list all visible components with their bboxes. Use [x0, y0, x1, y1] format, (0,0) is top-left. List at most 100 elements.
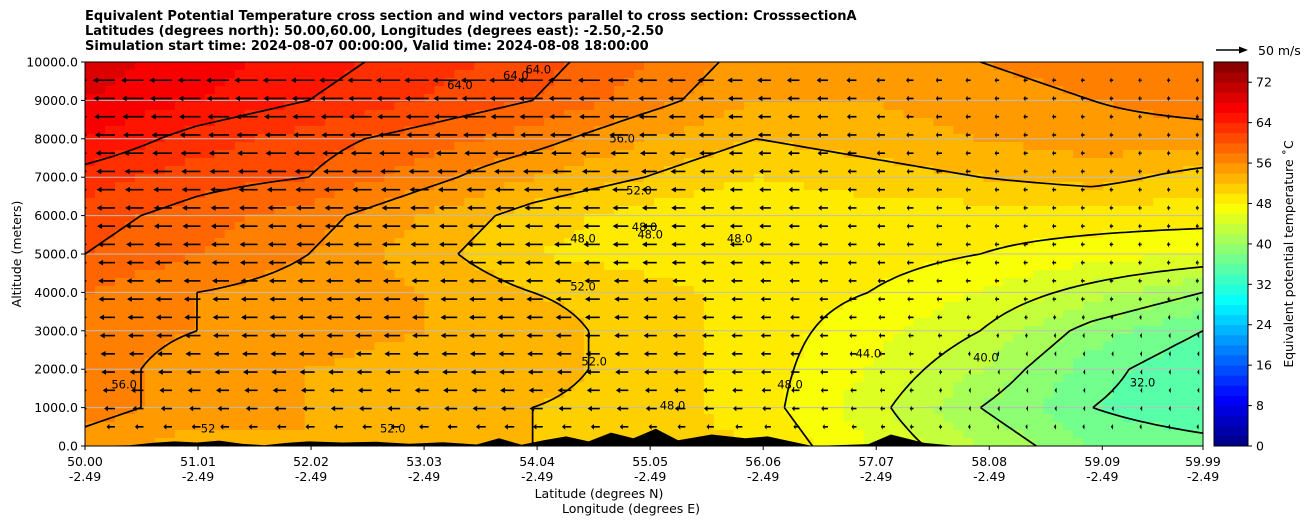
field-cell: [893, 214, 905, 223]
field-cell: [204, 406, 216, 415]
field-cell: [703, 246, 715, 255]
field-cell: [254, 62, 266, 71]
field-cell: [534, 278, 545, 287]
field-cell: [1103, 102, 1114, 111]
field-cell: [903, 406, 915, 415]
field-cell: [1163, 254, 1174, 263]
field-cell: [264, 398, 276, 407]
field-cell: [454, 126, 465, 135]
field-cell: [624, 62, 635, 71]
field-cell: [414, 150, 425, 159]
field-cell: [244, 302, 256, 311]
field-cell: [793, 166, 805, 175]
field-cell: [763, 126, 775, 135]
field-cell: [1103, 70, 1114, 79]
field-cell: [334, 206, 346, 215]
field-cell: [1033, 238, 1044, 247]
field-cell: [1143, 174, 1154, 183]
field-cell: [743, 222, 755, 231]
field-cell: [544, 214, 555, 223]
field-cell: [1143, 350, 1154, 359]
field-cell: [883, 286, 895, 295]
field-cell: [1053, 310, 1064, 319]
field-cell: [424, 102, 435, 111]
field-cell: [823, 230, 835, 239]
field-cell: [194, 182, 206, 191]
field-cell: [703, 206, 715, 215]
field-cell: [624, 78, 635, 87]
field-cell: [763, 182, 775, 191]
field-cell: [114, 230, 126, 239]
field-cell: [644, 390, 655, 399]
field-cell: [723, 238, 735, 247]
field-cell: [883, 350, 895, 359]
field-cell: [963, 102, 975, 111]
field-cell: [354, 302, 366, 311]
field-cell: [863, 158, 875, 167]
field-cell: [234, 350, 246, 359]
field-cell: [384, 78, 396, 87]
field-cell: [993, 334, 1004, 343]
field-cell: [404, 166, 416, 175]
field-cell: [184, 158, 196, 167]
field-cell: [1183, 278, 1194, 287]
field-cell: [853, 174, 865, 183]
field-cell: [763, 286, 775, 295]
field-cell: [304, 190, 316, 199]
field-cell: [594, 390, 605, 399]
field-cell: [274, 310, 286, 319]
field-cell: [424, 86, 435, 95]
field-cell: [304, 238, 316, 247]
field-cell: [983, 78, 994, 87]
field-cell: [94, 342, 106, 351]
field-cell: [374, 318, 386, 327]
field-cell: [364, 166, 376, 175]
field-cell: [1103, 142, 1114, 151]
field-cell: [264, 70, 276, 79]
field-cell: [514, 270, 525, 279]
field-cell: [883, 382, 895, 391]
field-cell: [344, 318, 356, 327]
field-cell: [334, 142, 346, 151]
field-cell: [803, 158, 815, 167]
field-cell: [923, 294, 935, 303]
field-cell: [793, 406, 805, 415]
field-cell: [85, 198, 96, 207]
field-cell: [1043, 166, 1054, 175]
field-cell: [214, 110, 226, 119]
field-cell: [514, 110, 525, 119]
field-cell: [404, 214, 416, 223]
field-cell: [753, 382, 765, 391]
field-cell: [923, 158, 935, 167]
field-cell: [973, 318, 984, 327]
field-cell: [763, 62, 775, 71]
field-cell: [464, 198, 475, 207]
field-cell: [644, 182, 655, 191]
field-cell: [344, 262, 356, 271]
field-cell: [464, 214, 475, 223]
field-cell: [504, 398, 515, 407]
field-cell: [614, 70, 625, 79]
field-cell: [693, 118, 705, 127]
field-cell: [1133, 150, 1144, 159]
field-cell: [973, 358, 984, 367]
field-cell: [1073, 390, 1084, 399]
field-cell: [993, 166, 1004, 175]
field-cell: [194, 190, 206, 199]
field-cell: [224, 198, 236, 207]
field-cell: [803, 318, 815, 327]
field-cell: [993, 246, 1004, 255]
field-cell: [873, 238, 885, 247]
field-cell: [85, 182, 96, 191]
field-cell: [544, 374, 555, 383]
field-cell: [1143, 358, 1154, 367]
field-cell: [1043, 342, 1054, 351]
field-cell: [1053, 270, 1064, 279]
field-cell: [514, 302, 525, 311]
field-cell: [364, 358, 376, 367]
field-cell: [194, 86, 206, 95]
field-cell: [414, 62, 425, 71]
field-cell: [114, 198, 126, 207]
field-cell: [973, 206, 984, 215]
field-cell: [843, 358, 855, 367]
